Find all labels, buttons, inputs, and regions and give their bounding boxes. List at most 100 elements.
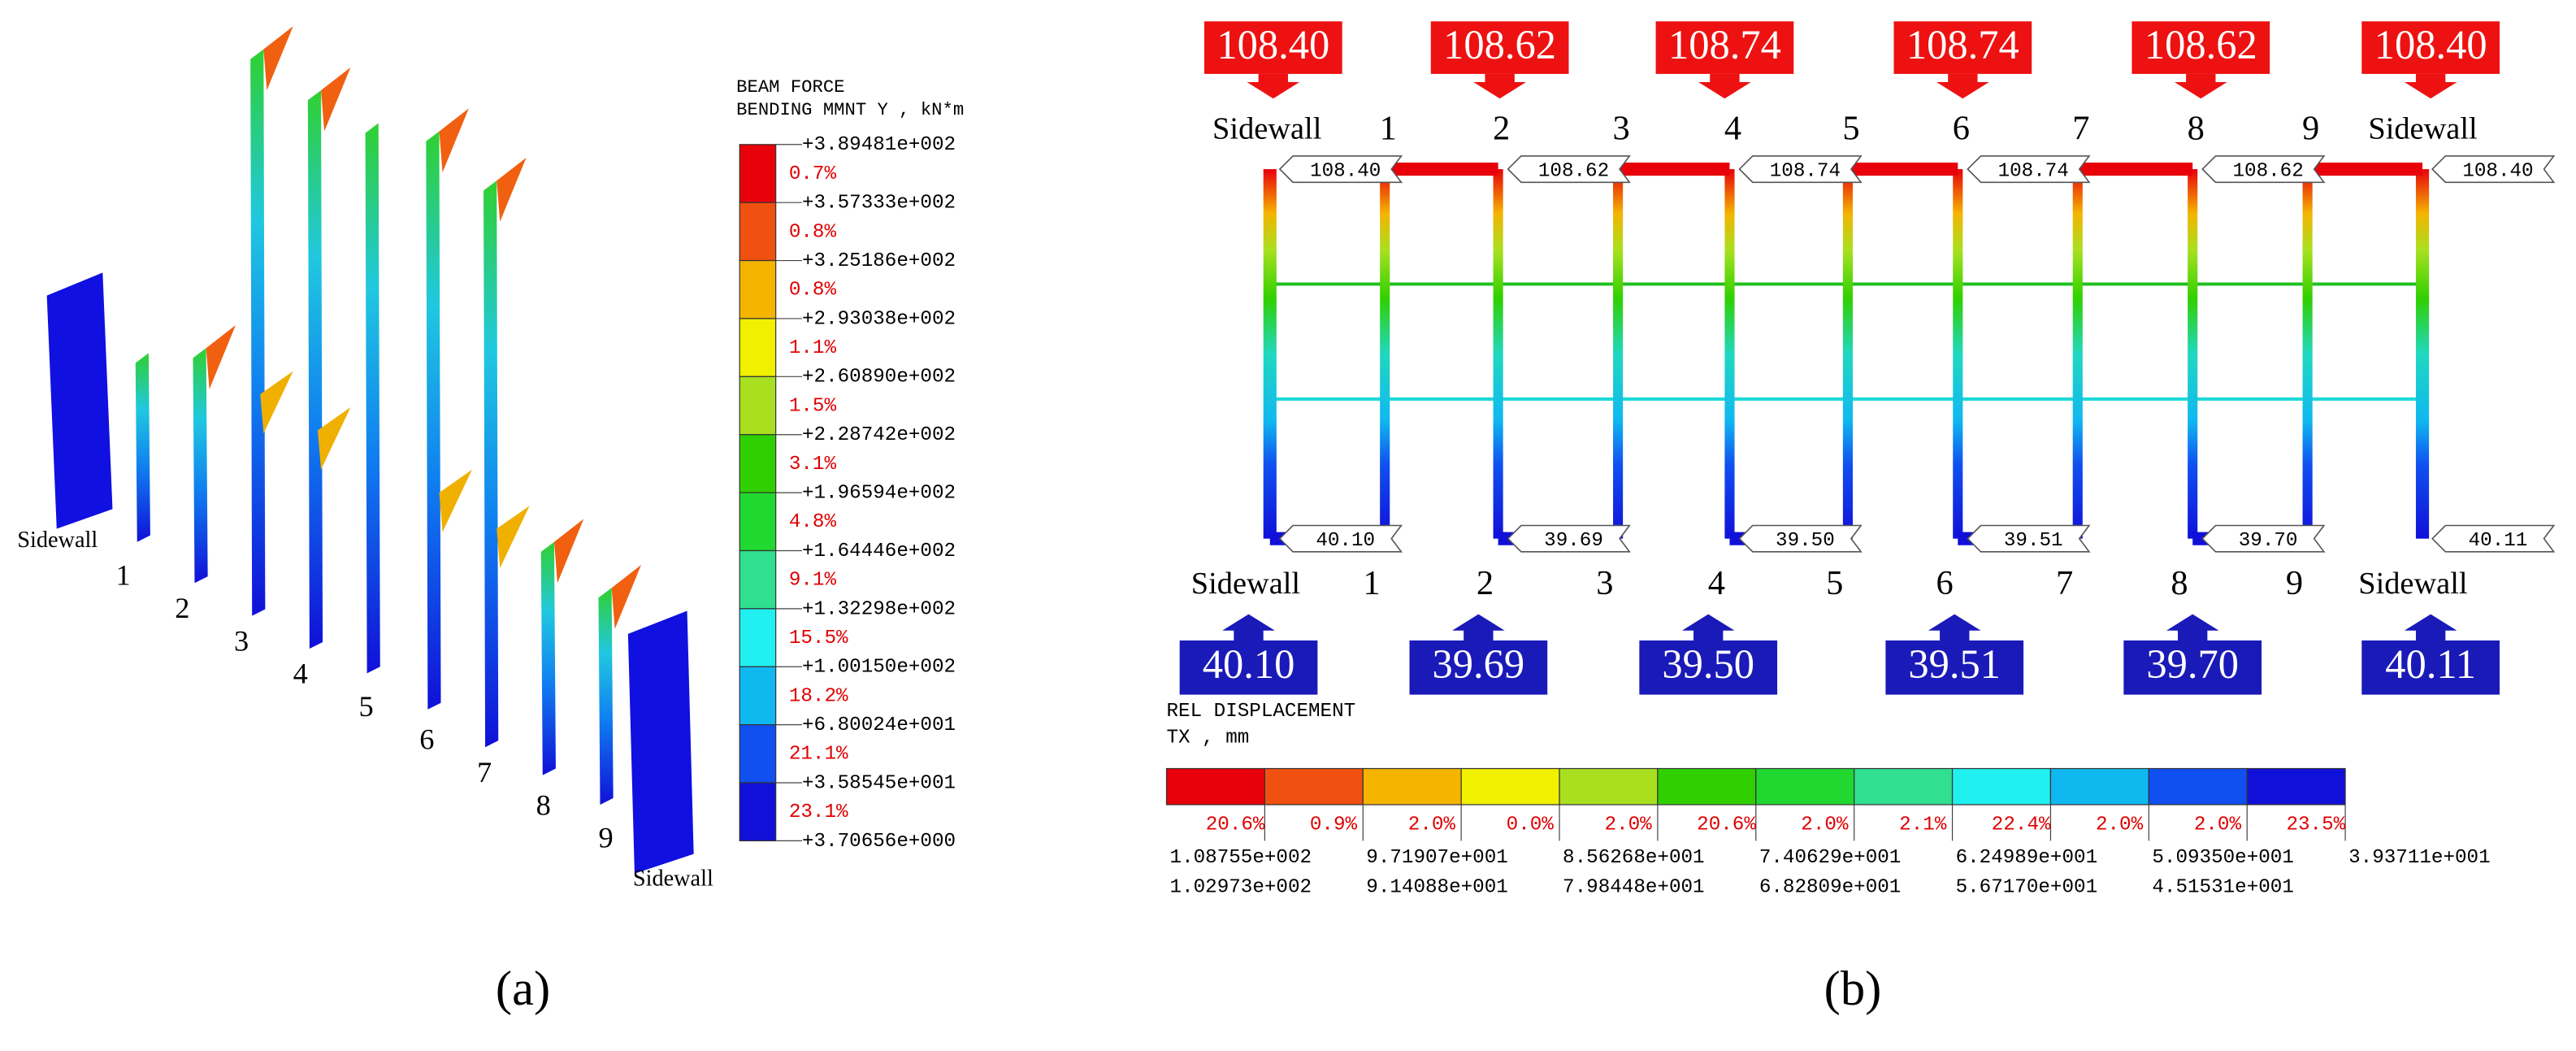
bottom-node-label-box — [2201, 524, 2326, 553]
column — [135, 353, 150, 542]
legend-tick-label: 8.56268e+001 — [1563, 847, 1705, 869]
column-label: 3 — [234, 624, 249, 657]
legend-swatch — [739, 434, 777, 493]
bottom-box — [1639, 640, 1778, 695]
legend-percent: 4.8% — [789, 511, 837, 533]
top-box — [1893, 21, 2032, 74]
column — [193, 348, 208, 584]
legend-swatch — [1264, 767, 1364, 806]
top-column-label: 9 — [2302, 109, 2319, 147]
legend-tick-label: 4.51531e+001 — [2152, 876, 2294, 898]
legend-swatch — [739, 549, 777, 610]
bottom-column-label: 5 — [1826, 564, 1843, 602]
top-box-label: 108.62 — [2144, 22, 2257, 67]
top-box-label: 108.62 — [1443, 22, 1556, 67]
top-beam — [2077, 163, 2193, 176]
bottom-arrow — [1681, 614, 1735, 644]
bottom-box-label: 39.70 — [2146, 641, 2239, 687]
legend-tick-label: 7.98448e+001 — [1563, 876, 1705, 898]
legend-percent: 2.1% — [1899, 814, 1947, 836]
column-label: Sidewall — [633, 866, 713, 891]
column-moment — [263, 26, 293, 91]
legend-tick-label: +2.28742e+002 — [802, 424, 956, 446]
legend-swatch — [1657, 767, 1757, 806]
column — [598, 588, 614, 805]
bottom-arrow — [2166, 614, 2219, 644]
bottom-arrow — [2404, 614, 2457, 644]
top-box-label: 108.40 — [1216, 22, 1329, 67]
column — [1842, 169, 1853, 539]
legend-tick-label: +3.57333e+002 — [802, 193, 956, 215]
legend-percent: 0.0% — [1507, 814, 1555, 836]
top-box — [1655, 21, 1794, 74]
bottom-node-label: 40.11 — [2469, 530, 2528, 552]
legend-swatch — [739, 666, 777, 726]
bottom-box-label: 39.50 — [1662, 641, 1754, 687]
legend-tick-label: +1.96594e+002 — [802, 482, 956, 504]
column — [1724, 169, 1735, 539]
column-label: 5 — [359, 690, 374, 723]
bottom-box — [2361, 640, 2500, 695]
bottom-node-label: 39.69 — [1544, 530, 1603, 552]
top-column-label: Sidewall — [2368, 111, 2477, 145]
top-column-label: 3 — [1613, 109, 1630, 147]
legend-percent: 2.0% — [2096, 814, 2144, 836]
bottom-column-label: 2 — [1477, 564, 1494, 602]
bottom-column-label: 1 — [1363, 564, 1380, 602]
legend-percent: 2.0% — [1801, 814, 1849, 836]
legend-swatch — [2148, 767, 2248, 806]
top-arrow — [1936, 73, 1989, 99]
legend-percent: 0.8% — [789, 221, 837, 243]
column — [1493, 169, 1503, 539]
legend-title: TX , mm — [1166, 727, 1249, 749]
top-column-label: 7 — [2072, 109, 2089, 147]
top-column-label: 4 — [1724, 109, 1741, 147]
legend-title: BENDING MMNT Y , kN*m — [736, 100, 964, 120]
legend-swatch — [739, 144, 777, 203]
column-label: 6 — [419, 723, 434, 756]
legend-swatch — [2246, 767, 2346, 806]
bottom-column-label: Sidewall — [1191, 567, 1300, 601]
top-arrow — [2404, 73, 2457, 99]
top-node-label-box — [1507, 155, 1631, 184]
top-node-label-box — [1278, 155, 1403, 184]
top-node-label-box — [1738, 155, 1863, 184]
column — [2415, 169, 2430, 539]
legend-tick-label: 9.71907e+001 — [1366, 847, 1508, 869]
top-box-label: 108.74 — [1906, 22, 2019, 67]
legend-swatch — [739, 259, 777, 319]
top-box — [1203, 21, 1342, 74]
bottom-column-label: 4 — [1708, 564, 1725, 602]
top-box-label: 108.40 — [2374, 22, 2487, 67]
column-moment — [439, 108, 469, 173]
legend-tick-label: 9.14088e+001 — [1366, 876, 1508, 898]
bottom-box-label: 39.69 — [1433, 641, 1525, 687]
bottom-column-label: 6 — [1936, 564, 1954, 602]
bottom-node-label-box — [1507, 524, 1631, 553]
bottom-arrow — [1452, 614, 1505, 644]
sidewall-block — [46, 272, 113, 529]
legend-tick-label: +2.60890e+002 — [802, 367, 956, 389]
legend-swatch — [739, 724, 777, 784]
column — [365, 123, 380, 674]
top-box-label: 108.74 — [1668, 22, 1781, 67]
legend-percent: 23.1% — [789, 801, 848, 823]
top-node-label: 108.74 — [1998, 161, 2069, 183]
column-label: 1 — [115, 558, 130, 591]
top-column-label: 6 — [1953, 109, 1970, 147]
caption: (a) — [496, 962, 550, 1016]
legend-title: REL DISPLACEMENT — [1166, 701, 1355, 723]
column-label: Sidewall — [17, 528, 98, 553]
legend-swatch — [1951, 767, 2052, 806]
legend-swatch — [1755, 767, 1855, 806]
legend-tick-label: 1.02973e+002 — [1170, 876, 1312, 898]
bottom-node-label-box — [1278, 524, 1403, 553]
column-moment — [317, 407, 351, 470]
sidewall-block — [627, 610, 694, 874]
bottom-node-label: 40.10 — [1316, 530, 1375, 552]
top-beam — [2307, 163, 2423, 176]
bottom-box-label: 40.10 — [1203, 641, 1295, 687]
bottom-column-label: 9 — [2286, 564, 2303, 602]
top-beam — [1385, 163, 1498, 176]
